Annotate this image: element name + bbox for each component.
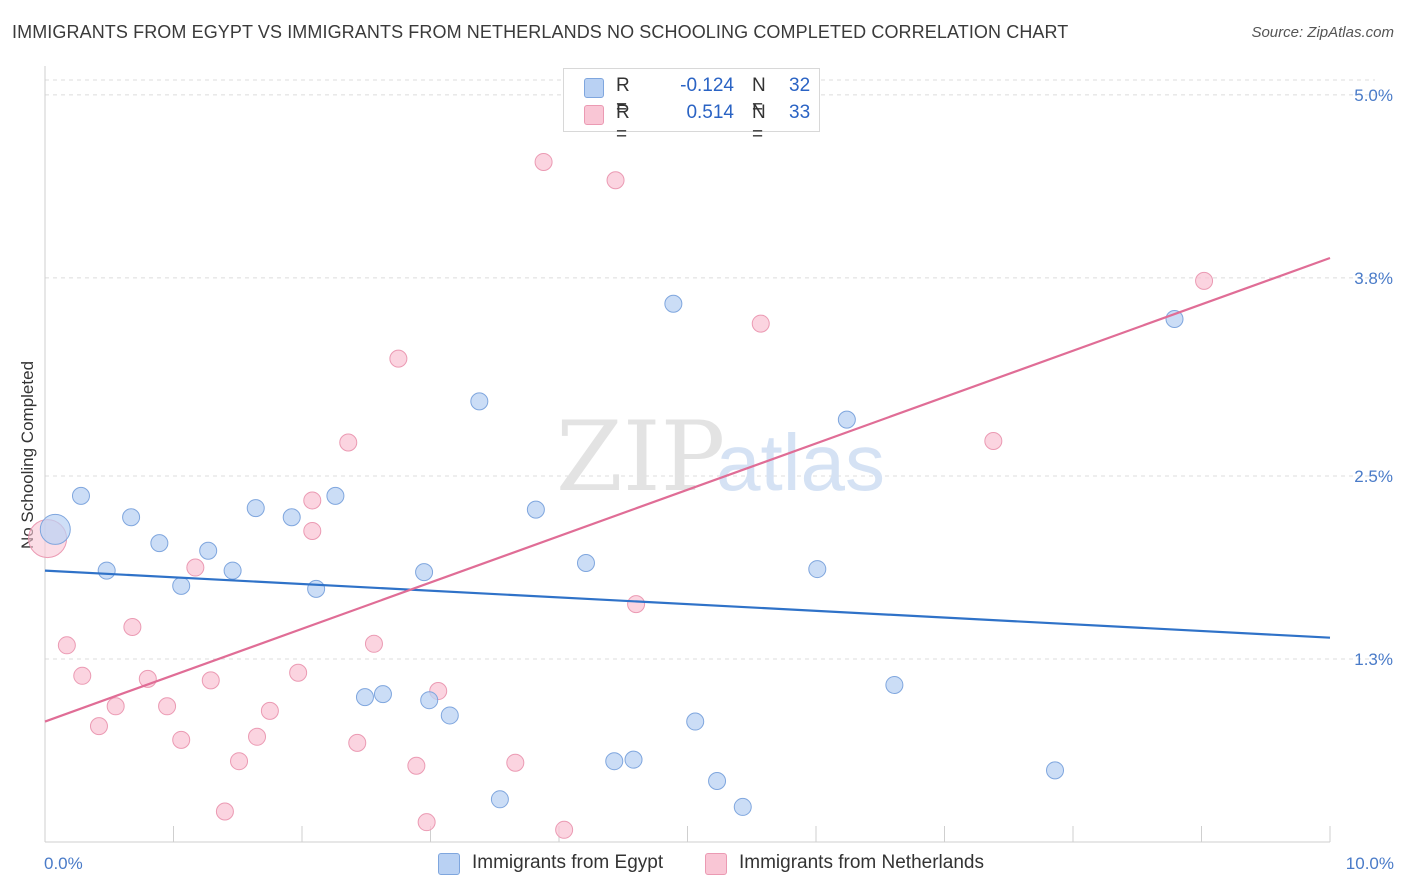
legend-r-value-netherlands: 0.514 [686,102,734,123]
netherlands-point [158,697,177,716]
watermark: ZIP atlas [556,401,885,513]
egypt-trend-line [44,569,1331,639]
netherlands-point [186,558,205,577]
egypt-point [576,553,595,572]
netherlands-point [248,727,267,746]
egypt-point [664,294,683,313]
netherlands-point [364,634,383,653]
netherlands-point [201,671,220,690]
bottom-legend-label-egypt: Immigrants from Egypt [472,852,664,873]
netherlands-point [230,752,249,771]
netherlands-point [606,171,625,190]
legend-swatch-netherlands [584,105,604,125]
netherlands-point [417,813,436,832]
egypt-point [686,712,705,731]
egypt-point [150,534,169,553]
stats-legend: R = -0.124 N = 32 R = 0.514 N = 33 [563,68,820,145]
egypt-point [624,750,643,769]
egypt-point [415,563,434,582]
legend-r-value-egypt: -0.124 [680,75,734,96]
chart-title: IMMIGRANTS FROM EGYPT VS IMMIGRANTS FROM… [12,22,1069,42]
egypt-point [837,410,856,429]
source-label: Source: ZipAtlas.com [1251,24,1394,41]
netherlands-point [389,349,408,368]
egypt-point [199,541,218,560]
bottom-swatch-egypt [438,853,460,875]
netherlands-point [73,666,92,685]
legend-swatch-egypt [584,78,604,98]
egypt-point [39,513,71,545]
y-tick-labels: 1.3% 2.5% 3.8% 5.0% [1354,86,1393,669]
egypt-point [223,561,242,580]
netherlands-point [303,491,322,510]
egypt-point [708,772,727,791]
y-tick-label: 2.5% [1354,467,1393,486]
netherlands-trend-line [44,256,1331,723]
egypt-point [470,392,489,411]
egypt-point [246,499,265,518]
egypt-point [373,685,392,704]
egypt-point [1046,761,1065,780]
egypt-point [420,691,439,710]
legend-n-value-egypt: 32 [789,75,811,96]
netherlands-point [407,756,426,775]
legend-r-label: R = [616,102,630,145]
egypt-point [326,486,345,505]
netherlands-point [57,636,76,655]
netherlands-point [123,618,142,637]
egypt-point [440,706,459,725]
netherlands-point [348,733,367,752]
y-tick-label: 1.3% [1354,650,1393,669]
watermark-atlas: atlas [716,418,885,507]
netherlands-point [555,820,574,839]
legend-r-label: R = [616,75,630,118]
trend-lines [44,256,1331,723]
egypt-point [490,790,509,809]
egypt-points [39,294,1184,816]
netherlands-point [89,717,108,736]
netherlands-point [627,595,646,614]
netherlands-point [260,701,279,720]
axes [44,66,1331,843]
netherlands-point [215,802,234,821]
netherlands-point [506,753,525,772]
x-tick-label: 10.0% [1346,854,1394,873]
egypt-point [355,688,374,707]
egypt-point [885,675,904,694]
x-tick-labels: 0.0% 10.0% [44,854,1394,873]
legend-n-label: N = [752,102,766,145]
legend-n-value-netherlands: 33 [789,102,811,123]
egypt-point [733,797,752,816]
egypt-point [808,560,827,579]
watermark-zip: ZIP [556,401,725,513]
egypt-point [605,752,624,771]
netherlands-point [172,730,191,749]
egypt-point [71,486,90,505]
netherlands-point [534,152,553,171]
egypt-point [307,579,326,598]
netherlands-point [339,433,358,452]
egypt-point [97,561,116,580]
netherlands-point [289,663,308,682]
netherlands-point [751,314,770,333]
netherlands-point [1195,271,1214,290]
y-tick-label: 3.8% [1354,269,1393,288]
netherlands-point [984,431,1003,450]
egypt-point [122,508,141,527]
legend-n-label: N = [752,75,766,118]
bottom-legend-label-netherlands: Immigrants from Netherlands [739,852,984,873]
egypt-point [172,576,191,595]
y-tick-label: 5.0% [1354,86,1393,105]
egypt-point [282,508,301,527]
x-tick-label: 0.0% [44,854,83,873]
bottom-swatch-netherlands [705,853,727,875]
netherlands-point [106,697,125,716]
gridlines [45,79,1375,660]
egypt-point [526,500,545,519]
netherlands-point [303,521,322,540]
